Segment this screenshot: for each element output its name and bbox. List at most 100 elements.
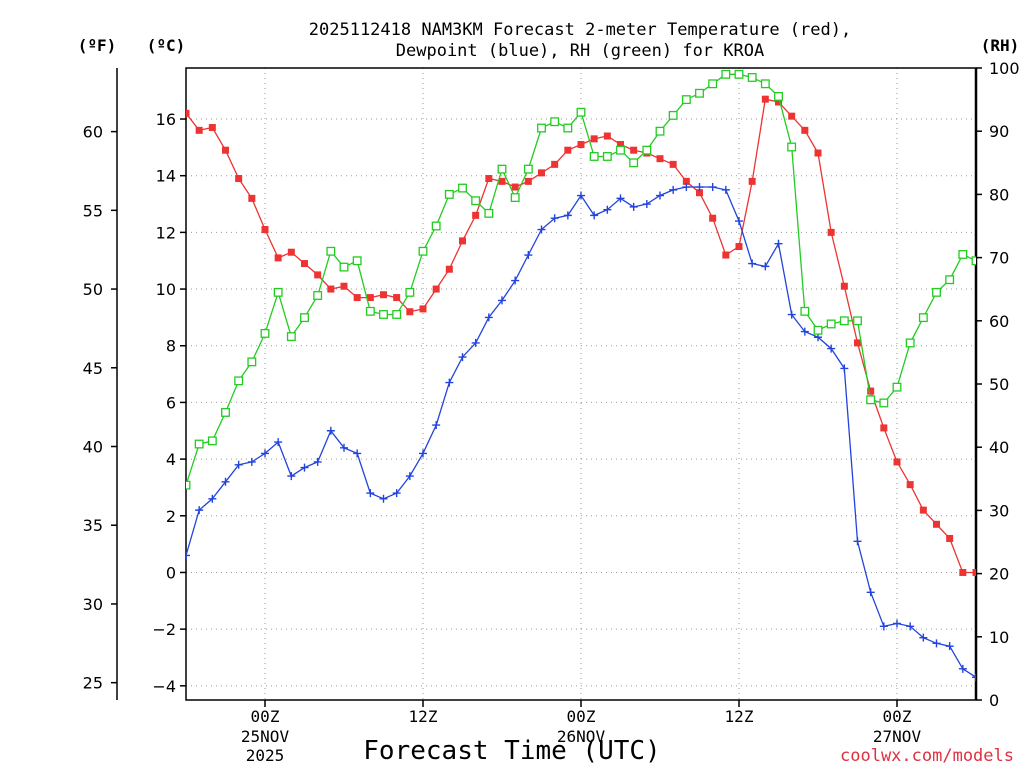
celsius-tick-label: 14 bbox=[156, 167, 176, 186]
temperature-point bbox=[761, 95, 769, 103]
rh-point bbox=[339, 262, 349, 272]
temperature-point bbox=[827, 228, 835, 236]
rh-point bbox=[681, 95, 691, 105]
rh-point bbox=[510, 193, 520, 203]
rh-tick-label: 0 bbox=[989, 691, 999, 710]
dewpoint-point bbox=[511, 276, 520, 285]
rh-point bbox=[326, 246, 336, 256]
rh-tick-label: 100 bbox=[989, 59, 1020, 78]
temperature-point bbox=[709, 214, 717, 222]
x-axis-title: Forecast Time (UTC) bbox=[363, 736, 660, 766]
rh-point bbox=[221, 407, 230, 417]
rh-tick-label: 60 bbox=[989, 312, 1009, 331]
rh-point bbox=[550, 117, 560, 127]
rh-point bbox=[234, 376, 244, 386]
temperature-point bbox=[590, 135, 598, 143]
temperature-point bbox=[867, 387, 875, 395]
rh-point bbox=[444, 189, 454, 199]
dewpoint-point bbox=[932, 639, 941, 648]
rh-point bbox=[774, 91, 783, 101]
dewpoint-point bbox=[419, 449, 427, 458]
dewpoint-point bbox=[221, 477, 230, 486]
fahrenheit-tick-label: 50 bbox=[83, 280, 103, 299]
dewpoint-point bbox=[906, 622, 915, 631]
dewpoint-point bbox=[945, 642, 954, 651]
rh-point bbox=[800, 306, 810, 316]
rh-tick-label: 50 bbox=[989, 375, 1009, 394]
series-rh bbox=[186, 69, 976, 490]
temperature-point bbox=[906, 481, 914, 489]
temperature-point bbox=[301, 260, 308, 268]
temperature-point bbox=[972, 568, 976, 576]
source-credit: coolwx.com/models bbox=[840, 746, 1014, 766]
temperature-point bbox=[274, 254, 282, 262]
time-tick-label: 12Z bbox=[725, 707, 754, 726]
rh-point bbox=[918, 313, 928, 323]
dewpoint-point bbox=[300, 463, 309, 472]
temperature-point bbox=[235, 175, 243, 183]
temperature-point bbox=[630, 146, 638, 154]
rh-point bbox=[747, 73, 757, 82]
dewpoint-point bbox=[234, 460, 243, 469]
dewpoint-point bbox=[827, 344, 836, 353]
temperature-point bbox=[577, 141, 585, 149]
dewpoint-point bbox=[893, 619, 901, 628]
series-line bbox=[186, 98, 976, 574]
rh-point bbox=[563, 123, 573, 133]
rh-unit-label: (RH) bbox=[981, 36, 1020, 55]
rh-point bbox=[247, 357, 257, 367]
rh-point bbox=[537, 123, 546, 133]
rh-point bbox=[484, 208, 494, 218]
dewpoint-point bbox=[313, 457, 322, 466]
rh-tick-label: 20 bbox=[989, 565, 1009, 584]
fahrenheit-tick-label: 35 bbox=[83, 516, 103, 535]
temperature-point bbox=[893, 458, 901, 466]
celsius-tick-label: 4 bbox=[166, 450, 176, 469]
rh-point bbox=[471, 196, 481, 206]
temperature-point bbox=[406, 308, 414, 316]
dewpoint-point bbox=[748, 259, 757, 268]
rh-point bbox=[655, 126, 665, 136]
chart-title-line1: 2025112418 NAM3KM Forecast 2-meter Tempe… bbox=[309, 20, 851, 40]
temperature-point bbox=[696, 189, 703, 197]
celsius-tick-label: 2 bbox=[166, 507, 176, 526]
dewpoint-point bbox=[379, 494, 388, 503]
temperature-point bbox=[340, 282, 348, 290]
fahrenheit-unit-label: (ºF) bbox=[78, 36, 117, 55]
dewpoint-point bbox=[656, 191, 664, 200]
dewpoint-point bbox=[208, 494, 217, 503]
dewpoint-point bbox=[590, 211, 599, 220]
temperature-point bbox=[419, 305, 427, 313]
temperature-point bbox=[261, 226, 269, 234]
date-tick-label: 25NOV bbox=[241, 727, 290, 746]
rh-point bbox=[286, 332, 296, 342]
chart-title-line2: Dewpoint (blue), RH (green) for KROA bbox=[396, 41, 764, 61]
rh-point bbox=[668, 110, 678, 120]
temperature-point bbox=[788, 112, 796, 120]
temperature-point bbox=[472, 211, 480, 219]
rh-tick-label: 40 bbox=[989, 438, 1009, 457]
dewpoint-point bbox=[498, 296, 506, 305]
dewpoint-point bbox=[524, 251, 533, 260]
dewpoint-point bbox=[721, 185, 730, 194]
dewpoint-point bbox=[405, 472, 414, 481]
dewpoint-point bbox=[682, 183, 691, 192]
dewpoint-point bbox=[432, 421, 441, 430]
temperature-point bbox=[459, 237, 466, 245]
rh-point bbox=[958, 249, 968, 259]
rh-point bbox=[589, 152, 599, 161]
temperature-point bbox=[551, 160, 559, 168]
fahrenheit-tick-label: 25 bbox=[83, 674, 103, 693]
date-tick-label: 27NOV bbox=[873, 727, 922, 746]
dewpoint-point bbox=[287, 472, 296, 481]
fahrenheit-tick-label: 30 bbox=[83, 595, 103, 614]
dewpoint-point bbox=[840, 364, 849, 373]
temperature-point bbox=[208, 124, 216, 132]
gridlines bbox=[186, 68, 976, 700]
rh-point bbox=[853, 316, 862, 326]
celsius-tick-label: 6 bbox=[166, 393, 176, 412]
rh-point bbox=[352, 256, 362, 266]
temperature-point bbox=[722, 251, 730, 259]
celsius-tick-label: −4 bbox=[152, 677, 176, 696]
rh-tick-label: 90 bbox=[989, 122, 1009, 141]
